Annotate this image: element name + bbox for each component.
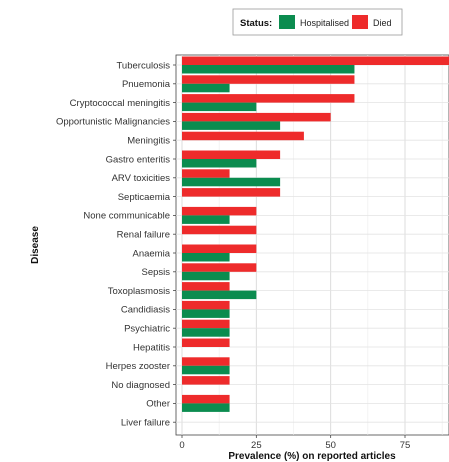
bar-died [182, 263, 257, 272]
y-tick-label: Tuberculosis [116, 60, 170, 71]
bar-hospitalised [182, 403, 230, 412]
bar-hospitalised [182, 102, 257, 112]
bar-hospitalised [182, 159, 257, 168]
bar-died [182, 300, 230, 310]
bar-died [182, 150, 281, 159]
bar-died [182, 394, 230, 404]
legend-label-hospitalised: Hospitalised [300, 18, 349, 28]
y-tick-label: Psychiatric [124, 324, 170, 335]
y-tick-label: Candidiasis [121, 305, 170, 316]
bar-died [182, 56, 449, 65]
y-tick-label: Sepsis [141, 267, 170, 278]
bar-died [182, 131, 304, 141]
legend: Status: Hospitalised Died [232, 8, 403, 36]
bar-died [182, 338, 230, 347]
y-tick-label: Anaemia [133, 248, 171, 259]
bar-hospitalised [182, 121, 281, 130]
x-tick-label: 75 [400, 440, 411, 451]
bar-died [182, 75, 355, 84]
y-tick-label: No diagnosed [111, 380, 170, 391]
bar-died [182, 94, 355, 103]
legend-key-hospitalised [279, 15, 295, 29]
y-axis-title: Disease [30, 226, 41, 264]
x-tick-label: 0 [179, 440, 184, 451]
legend-label-died: Died [373, 18, 392, 28]
bar-hospitalised [182, 309, 230, 318]
y-axis: Tuberculosis Pnuemonia Cryptococcal mening… [56, 60, 176, 429]
y-tick-label: None communicable [83, 211, 170, 222]
bar-died [182, 282, 230, 291]
legend-title: Status: [240, 18, 272, 29]
bar-hospitalised [182, 253, 230, 262]
legend-box [232, 8, 403, 36]
x-axis: 0 25 50 75 [179, 435, 410, 451]
bar-died [182, 376, 230, 385]
bar-hospitalised [182, 328, 230, 337]
bar-died [182, 319, 230, 329]
y-tick-label: Herpes zooster [106, 361, 170, 372]
bar-died [182, 112, 331, 122]
bar-hospitalised [182, 65, 355, 74]
y-tick-label: Opportunistic Malignancies [56, 117, 170, 128]
bar-died [182, 169, 230, 178]
bar-died [182, 225, 257, 235]
bar-hospitalised [182, 365, 230, 375]
y-tick-label: Meningitis [127, 136, 170, 147]
y-tick-label: Pnuemonia [122, 79, 171, 90]
bar-hospitalised [182, 177, 281, 187]
bar-died [182, 357, 230, 366]
y-tick-label: Hepatitis [133, 342, 170, 353]
bar-died [182, 244, 257, 253]
y-tick-label: Renal failure [117, 230, 170, 241]
x-tick-label: 25 [251, 440, 262, 451]
y-tick-label: Toxoplasmosis [108, 286, 171, 297]
x-axis-title: Prevalence (%) on reported articles [228, 451, 396, 462]
bar-hospitalised [182, 271, 230, 281]
bar-died [182, 206, 257, 216]
y-tick-label: ARV toxicities [112, 173, 171, 184]
bar-hospitalised [182, 290, 257, 300]
legend-key-died [352, 15, 368, 29]
y-tick-label: Liver failure [121, 418, 170, 429]
bar-died [182, 188, 281, 197]
y-tick-label: Other [146, 399, 170, 410]
bar-hospitalised [182, 83, 230, 93]
x-tick-label: 50 [325, 440, 336, 451]
y-tick-label: Cryptococcal meningitis [70, 98, 171, 109]
bars [182, 56, 449, 412]
bar-hospitalised [182, 215, 230, 224]
y-tick-label: Gastro enteritis [106, 154, 171, 165]
y-tick-label: Septicaemia [118, 192, 171, 203]
